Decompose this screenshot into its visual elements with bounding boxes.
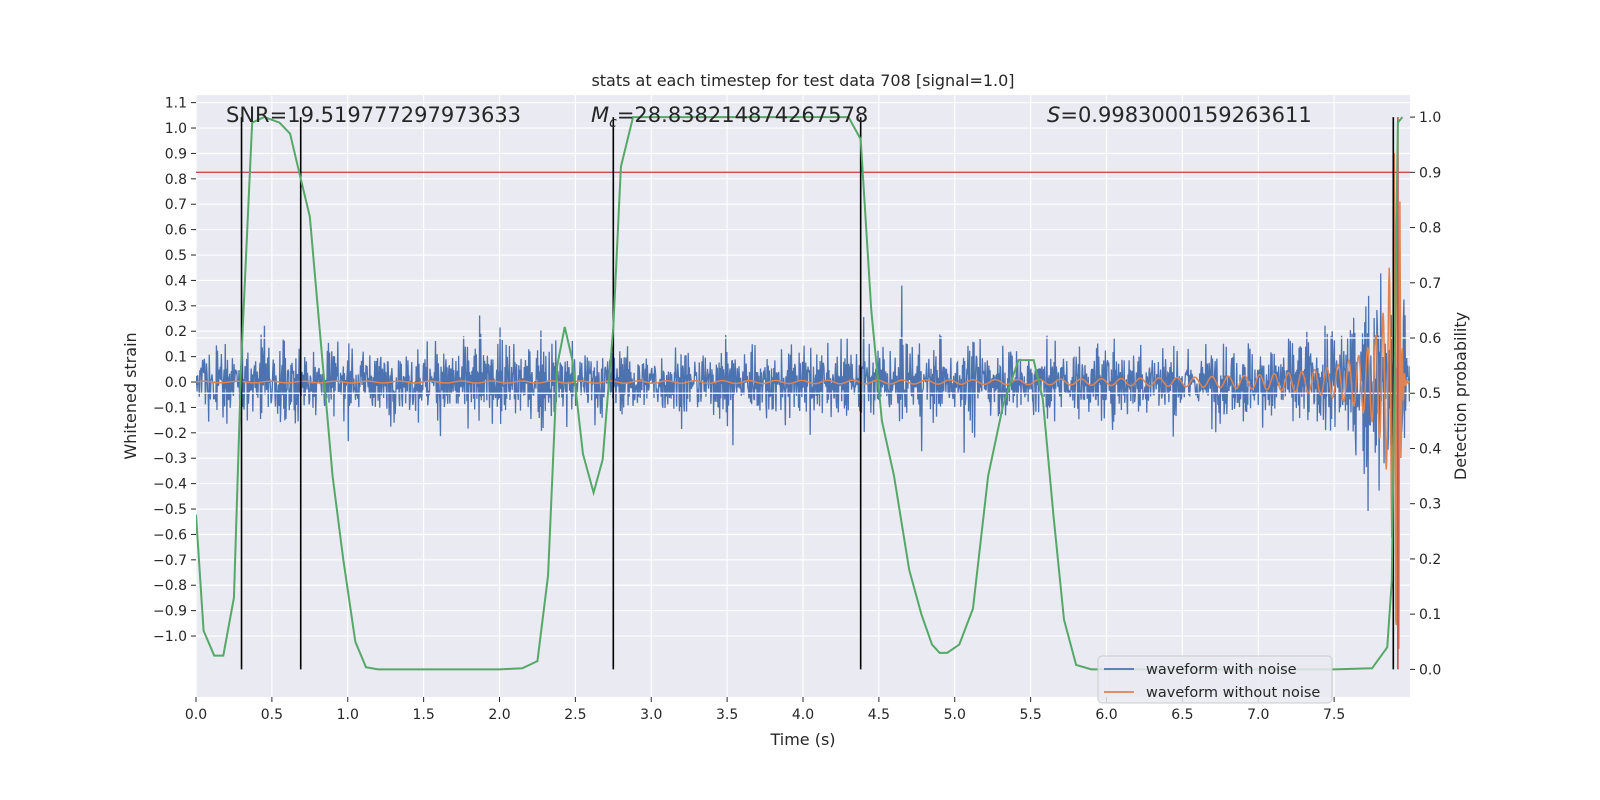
y-tick-label: −0.8 (153, 578, 187, 594)
x-tick-label: 0.0 (185, 707, 207, 723)
y-axis-label: Whitened strain (121, 332, 140, 459)
legend: waveform with noise waveform without noi… (1097, 655, 1333, 704)
legend-label-noise: waveform with noise (1146, 662, 1297, 678)
chart-title: stats at each timestep for test data 708… (591, 71, 1014, 90)
y-right-tick-label: 0.4 (1419, 441, 1441, 457)
x-tick-label: 6.5 (1171, 707, 1193, 723)
y-tick-label: −0.2 (153, 426, 187, 442)
x-tick-label: 7.5 (1323, 707, 1345, 723)
y-tick-label: −0.5 (153, 502, 187, 518)
x-tick-label: 4.5 (868, 707, 890, 723)
y-tick-label: 0.0 (165, 375, 187, 391)
x-tick-label: 3.0 (640, 707, 662, 723)
score-symbol: S (1047, 103, 1060, 127)
x-tick-label: 5.5 (1019, 707, 1041, 723)
clean-waveform-line (196, 138, 1410, 649)
x-tick-label: 6.0 (1095, 707, 1117, 723)
snr-annotation: SNR=19.519777297973633 (226, 103, 521, 127)
y-right-tick-label: 0.7 (1419, 276, 1441, 292)
y-axis-left-ticks: 1.1 1.0 0.9 0.8 0.7 0.6 0.5 0.4 0.3 0.2 0.1 0.0 −0.1… (153, 96, 196, 645)
y-tick-label: 0.3 (165, 299, 187, 315)
y-tick-label: −0.1 (153, 400, 187, 416)
x-tick-label: 5.0 (944, 707, 966, 723)
x-tick-label: 0.5 (261, 707, 283, 723)
chirp-mass-symbol: M (591, 103, 609, 127)
x-tick-label: 1.0 (337, 707, 359, 723)
y-right-tick-label: 0.9 (1419, 165, 1441, 181)
x-tick-label: 3.5 (716, 707, 738, 723)
x-tick-label: 1.5 (412, 707, 434, 723)
y-tick-label: 0.4 (165, 273, 187, 289)
noisy-waveform-line (196, 261, 1410, 512)
y-tick-label: 1.1 (165, 96, 187, 112)
y-right-tick-label: 0.6 (1419, 331, 1441, 347)
y-axis-right-label: Detection probability (1451, 312, 1470, 480)
y-tick-label: 0.7 (165, 197, 187, 213)
y-tick-label: 0.5 (165, 248, 187, 264)
legend-box (1097, 655, 1333, 704)
y-tick-label: −0.9 (153, 604, 187, 620)
y-axis-right-ticks: 1.0 0.9 0.8 0.7 0.6 0.5 0.4 0.3 0.2 0.1 0.0 (1410, 110, 1441, 678)
y-tick-label: −0.6 (153, 527, 187, 543)
y-right-tick-label: 0.2 (1419, 552, 1441, 568)
x-tick-label: 2.5 (564, 707, 586, 723)
y-right-tick-label: 0.3 (1419, 497, 1441, 513)
score-value: =0.9983000159263611 (1060, 103, 1311, 127)
y-right-tick-label: 0.1 (1419, 607, 1441, 623)
y-tick-label: −0.4 (153, 477, 187, 493)
y-tick-label: 0.8 (165, 172, 187, 188)
y-tick-label: −0.7 (153, 553, 187, 569)
x-axis-label: Time (s) (769, 730, 835, 749)
y-right-tick-label: 1.0 (1419, 110, 1441, 126)
data-layer (196, 116, 1410, 671)
x-axis-ticks: 0.0 0.5 1.0 1.5 2.0 2.5 3.0 3.5 4.0 4.5 5.0 5.5 6.0 6… (185, 697, 1345, 723)
y-tick-label: −1.0 (153, 629, 187, 645)
y-right-tick-label: 0.5 (1419, 386, 1441, 402)
chirp-mass-subscript: c (609, 115, 617, 131)
chirp-mass-annotation: Mc=28.838214874267578 (591, 103, 868, 131)
y-tick-label: 0.2 (165, 324, 187, 340)
detection-probability-line (196, 116, 1404, 671)
y-right-tick-label: 0.8 (1419, 221, 1441, 237)
x-tick-label: 7.0 (1247, 707, 1269, 723)
x-tick-label: 4.0 (792, 707, 814, 723)
y-tick-label: −0.3 (153, 451, 187, 467)
y-tick-label: 0.9 (165, 146, 187, 162)
y-tick-label: 0.1 (165, 350, 187, 366)
y-tick-label: 0.6 (165, 223, 187, 239)
y-tick-label: 1.0 (165, 121, 187, 137)
x-tick-label: 2.0 (488, 707, 510, 723)
y-right-tick-label: 0.0 (1419, 662, 1441, 678)
score-annotation: S=0.9983000159263611 (1047, 103, 1312, 127)
chirp-mass-value: =28.838214874267578 (617, 103, 868, 127)
legend-label-clean: waveform without noise (1146, 685, 1320, 701)
